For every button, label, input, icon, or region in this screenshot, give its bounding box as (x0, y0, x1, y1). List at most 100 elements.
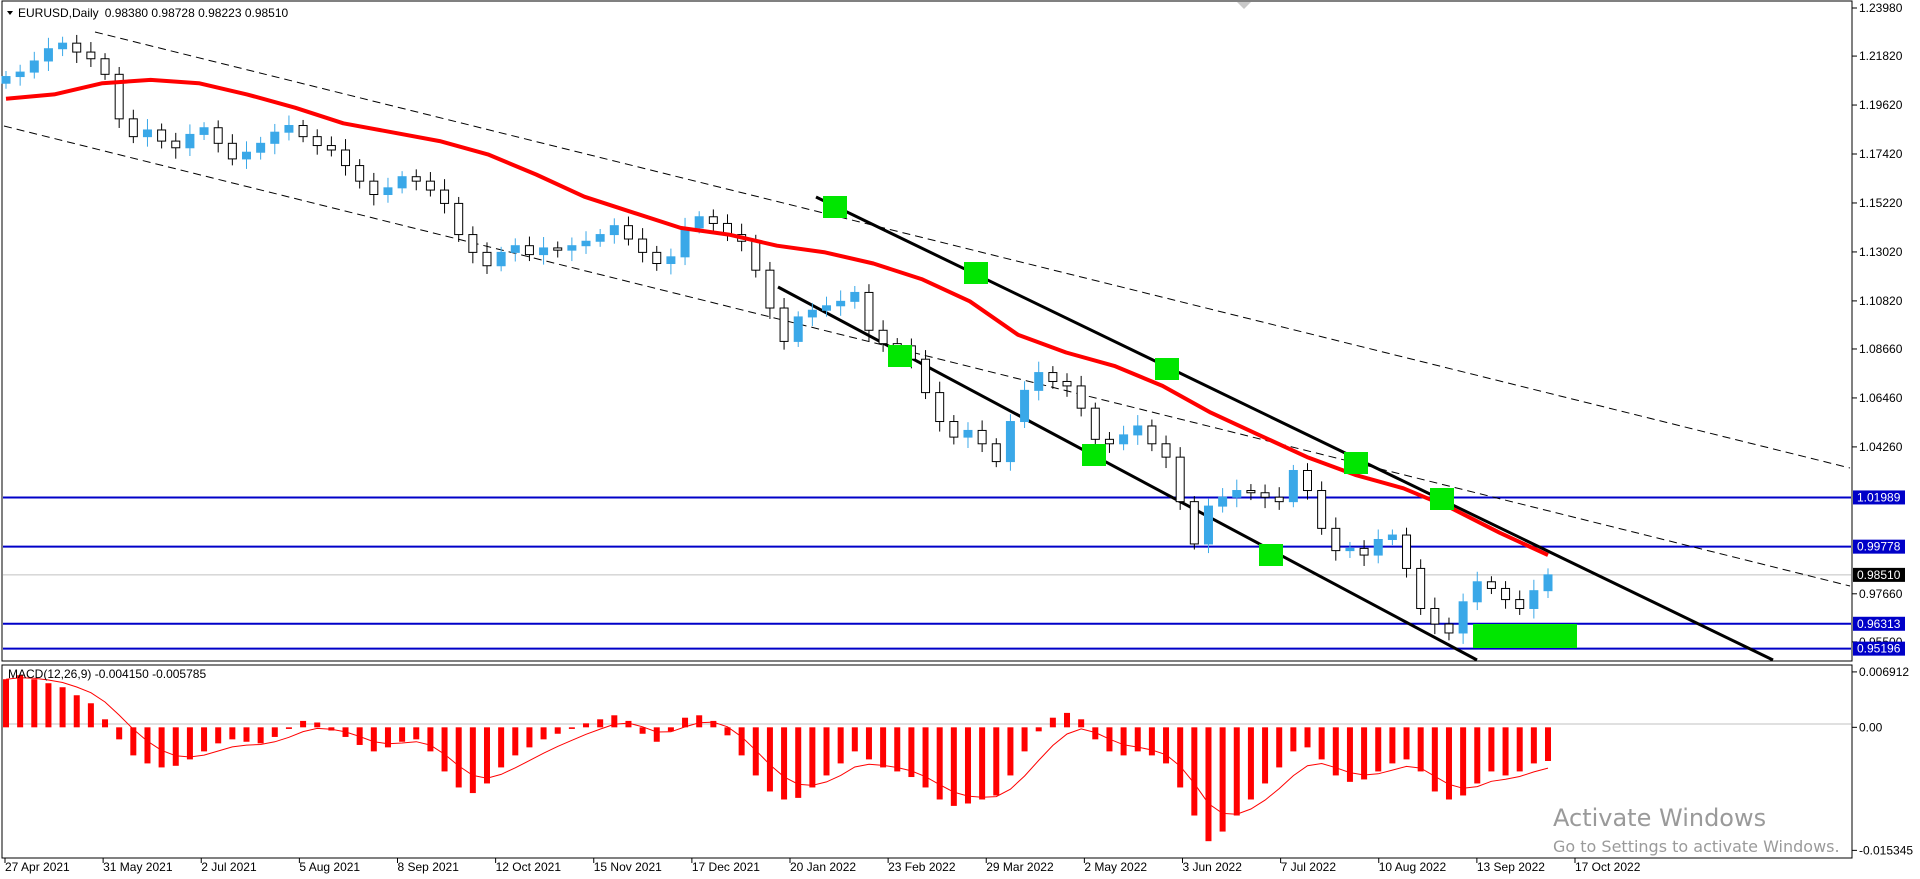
candle-body (1359, 547, 1369, 556)
candle-body (751, 240, 761, 271)
candle-body (142, 129, 152, 138)
date-tick-label: 17 Oct 2022 (1575, 860, 1641, 874)
macd-bar (455, 727, 462, 788)
macd-bar (1502, 727, 1509, 776)
date-tick-label: 15 Nov 2021 (594, 860, 662, 874)
macd-bar (1346, 727, 1353, 782)
macd-bar (1474, 727, 1481, 784)
touch-marker (1344, 452, 1368, 474)
macd-bar (201, 727, 208, 752)
scroll-marker-icon[interactable] (1237, 2, 1251, 9)
symbol-dropdown-icon[interactable] (7, 11, 13, 15)
macd-bar (300, 720, 307, 728)
macd-bar (1304, 727, 1311, 748)
candle-body (850, 291, 860, 302)
macd-bar (186, 727, 193, 760)
candle-body (270, 131, 280, 144)
candle-body (1472, 581, 1482, 603)
candle-body (1303, 469, 1313, 492)
candle-body (793, 316, 803, 342)
macd-bar (271, 727, 278, 737)
candle-body (1203, 505, 1213, 545)
date-tick-label: 3 Jun 2022 (1183, 860, 1243, 874)
candle-body (553, 247, 563, 251)
touch-marker (823, 196, 847, 218)
markers-layer (823, 196, 1577, 648)
macd-bar (59, 687, 66, 728)
macd-bar (512, 727, 519, 756)
macd-bar (611, 715, 618, 728)
macd-bar (314, 722, 321, 728)
candle-body (1543, 574, 1553, 592)
candle-body (524, 245, 534, 256)
macd-bar (1318, 727, 1325, 760)
price-tick-label: 1.10820 (1859, 294, 1903, 308)
candle-body (1034, 372, 1044, 391)
candle-body (1345, 547, 1355, 552)
macd-bar (370, 727, 377, 752)
price-tick-label: 1.23980 (1859, 1, 1903, 15)
candle-body (369, 180, 379, 196)
date-tick-label: 5 Aug 2021 (299, 860, 360, 874)
date-tick-label: 29 Mar 2022 (986, 860, 1054, 874)
macd-bar (1361, 727, 1368, 780)
candle-body (411, 176, 421, 182)
candle-body (1133, 425, 1143, 436)
level-label: 0.99778 (1857, 540, 1901, 554)
candle-body (1402, 534, 1412, 569)
candle-body (185, 133, 195, 149)
channel-upper-dashed-line (94, 31, 1851, 469)
candle-body (1458, 601, 1468, 634)
candle-body (977, 429, 987, 445)
macd-header: MACD(12,26,9) -0.004150 -0.005785 (8, 667, 206, 681)
macd-bar (3, 679, 9, 728)
macd-bar (922, 727, 929, 788)
candle-body (43, 48, 53, 62)
candle-body (213, 127, 223, 144)
candle-body (496, 251, 506, 267)
macd-bar (738, 727, 745, 756)
macd-bar (1262, 727, 1269, 784)
candle-body (1232, 490, 1242, 498)
macd-bar (1148, 727, 1155, 756)
price-tick-label: 1.21820 (1859, 49, 1903, 63)
macd-bar (17, 675, 24, 728)
candle-body (468, 234, 478, 253)
candle-body (609, 225, 619, 236)
ma-layer (5, 77, 1549, 557)
price-tick-label: 1.15220 (1859, 196, 1903, 210)
candle-body (1246, 490, 1256, 494)
candle-body (836, 300, 846, 307)
price-tick-label: 0.97660 (1859, 587, 1903, 601)
macd-bar (1460, 727, 1467, 796)
macd-bar (158, 727, 165, 768)
candle-body (355, 165, 365, 182)
macd-bar (1205, 727, 1212, 842)
macd-bar (752, 727, 759, 776)
macd-bar (31, 679, 38, 728)
candle-body (454, 202, 464, 236)
candle-body (1317, 490, 1327, 529)
candle-body (1430, 607, 1440, 625)
candle-body (765, 269, 775, 309)
macd-bar (964, 727, 971, 804)
candle-body (312, 136, 322, 147)
macd-bar (1247, 727, 1254, 800)
macd-bar (597, 719, 604, 728)
macd-bar (950, 727, 957, 806)
candle-body (1416, 567, 1426, 609)
level-label-box (1853, 641, 1905, 656)
macd-bar (865, 727, 872, 760)
macd-bar (498, 727, 505, 768)
candle-body (1147, 425, 1157, 445)
candle-body (1288, 469, 1298, 503)
candle-body (86, 51, 96, 60)
candle-body (383, 187, 393, 196)
level-label-box (1853, 490, 1905, 505)
candle-body (779, 307, 789, 342)
macd-bar (427, 727, 434, 752)
macd-bar (809, 727, 816, 788)
candle-body (114, 73, 124, 120)
candle-body (128, 118, 138, 138)
